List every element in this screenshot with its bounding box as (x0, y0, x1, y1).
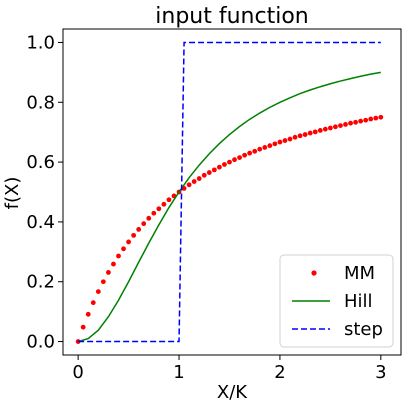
series-mm-point (206, 170, 212, 175)
series-mm-point (272, 141, 278, 147)
series-mm-point (317, 127, 323, 133)
series-mm-point (363, 117, 369, 123)
series-mm-point (222, 162, 227, 167)
series-mm-point (333, 124, 338, 130)
series-mm-point (312, 129, 318, 135)
series-mm-point (373, 115, 379, 121)
legend-label-mm: MM (344, 263, 375, 284)
legend-label-step: step (344, 319, 383, 340)
series-mm-point (141, 221, 147, 227)
series-mm-point (378, 114, 384, 120)
series-mm-point (126, 239, 131, 245)
series-mm-point (353, 119, 358, 125)
chart-title: input function (155, 4, 308, 29)
series-mm-point (111, 261, 116, 267)
series-mm-point (136, 226, 142, 232)
series-mm-point (348, 120, 353, 126)
legend-box (279, 254, 394, 348)
y-tick-label: 0.8 (26, 92, 55, 113)
x-tick-label: 0 (72, 362, 83, 383)
y-tick-label: 0.6 (26, 152, 55, 173)
series-mm-point (191, 179, 197, 184)
series-mm-point (166, 197, 172, 203)
series-mm-point (161, 201, 167, 207)
x-axis-label: X/K (217, 382, 248, 403)
series-mm-point (232, 157, 237, 163)
series-mm-point (100, 279, 106, 285)
series-mm-point (186, 182, 192, 188)
legend-marker-mm (311, 270, 317, 276)
y-tick-label: 1.0 (26, 32, 55, 53)
series-mm-point (146, 215, 152, 221)
series-mm-point (343, 122, 348, 127)
series-mm-point (106, 270, 111, 275)
series-mm-point (237, 155, 242, 161)
y-tick-label: 0.0 (26, 332, 55, 353)
series-mm-point (287, 136, 293, 142)
series-mm-point (252, 148, 258, 154)
series-mm-point (267, 143, 273, 149)
series-mm-point (80, 324, 86, 330)
series-mm-point (211, 167, 217, 173)
series-mm-point (247, 150, 253, 156)
series-mm-point (227, 159, 232, 165)
legend-label-hill: Hill (344, 291, 373, 312)
series-hill-line (77, 71, 381, 343)
legend: MM Hill step (279, 254, 394, 348)
series-mm-point (201, 172, 207, 178)
x-tick-label: 3 (375, 362, 386, 383)
series-mm-point (85, 311, 91, 317)
series-mm-point (262, 145, 268, 150)
axis-ticks: 0 1 2 3 0.0 0.2 0.4 0.6 0.8 1.0 (26, 32, 386, 383)
series-mm-point (242, 152, 248, 158)
series-mm-point (95, 289, 101, 294)
series-mm-point (151, 210, 157, 216)
series-mm-point (131, 232, 137, 238)
series-mm-point (302, 132, 308, 137)
series-mm-point (292, 134, 298, 140)
x-tick-label: 1 (173, 362, 184, 383)
series-mm-point (338, 123, 343, 129)
series-mm-point (358, 118, 364, 124)
series-mm-point (156, 206, 162, 212)
series-mm-point (277, 139, 283, 145)
series-layer (75, 41, 384, 344)
series-mm-point (196, 176, 202, 181)
series-mm-point (116, 253, 121, 259)
series-mm-point (368, 116, 374, 122)
series-mm-point (216, 164, 222, 170)
y-tick-label: 0.4 (26, 212, 55, 233)
series-mm-point (297, 133, 303, 139)
series-mm-point (307, 130, 313, 136)
y-axis-label: f(X) (2, 177, 23, 210)
series-step-line (78, 41, 381, 343)
series-mm-point (90, 300, 96, 306)
series-mm-point (322, 126, 328, 132)
series-mm-point (282, 138, 288, 143)
y-tick-label: 0.2 (26, 272, 55, 293)
series-mm-point (121, 246, 126, 252)
series-mm-point (257, 146, 263, 152)
x-tick-label: 2 (274, 362, 285, 383)
series-mm-point (327, 125, 333, 131)
